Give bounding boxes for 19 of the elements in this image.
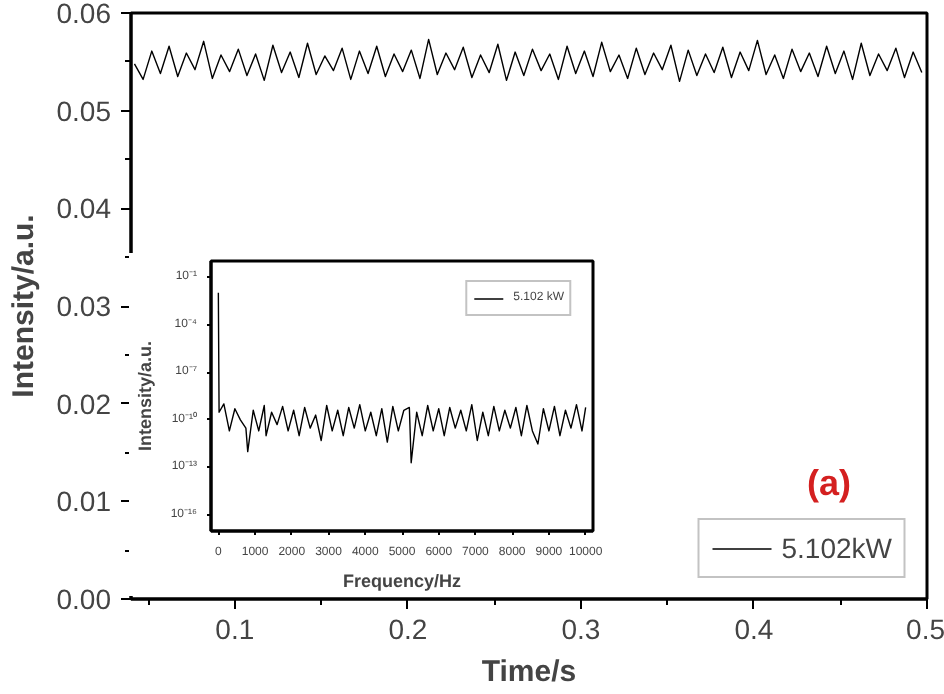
legend-label: 5.102kW	[781, 532, 892, 564]
y-axis-title: Intensity/a.u.	[134, 340, 155, 452]
x-tick-label: 0.2	[388, 613, 428, 645]
y-tick-label: 0.00	[56, 583, 112, 615]
x-axis-title: Frequency/Hz	[342, 571, 463, 591]
y-tick-label: 0.03	[56, 290, 112, 322]
line-series	[217, 292, 587, 464]
y-tick-label: 0.04	[56, 192, 112, 225]
x-axis-title: Time/s	[481, 655, 577, 689]
x-tick-label: 0.4	[734, 613, 774, 645]
y-tick-label: 0.02	[56, 387, 112, 420]
x-tick-label: 0.1	[215, 613, 255, 645]
y-axis-title: Intensity/a.u.	[6, 214, 41, 398]
x-tick-label: 0.5	[906, 613, 944, 645]
y-tick-label: 0.06	[56, 0, 112, 29]
annotation: (a)	[807, 463, 852, 503]
y-tick-label: 0.01	[56, 485, 112, 518]
x-tick-label: 0.3	[561, 613, 601, 645]
y-tick-label: 0.05	[56, 94, 112, 127]
